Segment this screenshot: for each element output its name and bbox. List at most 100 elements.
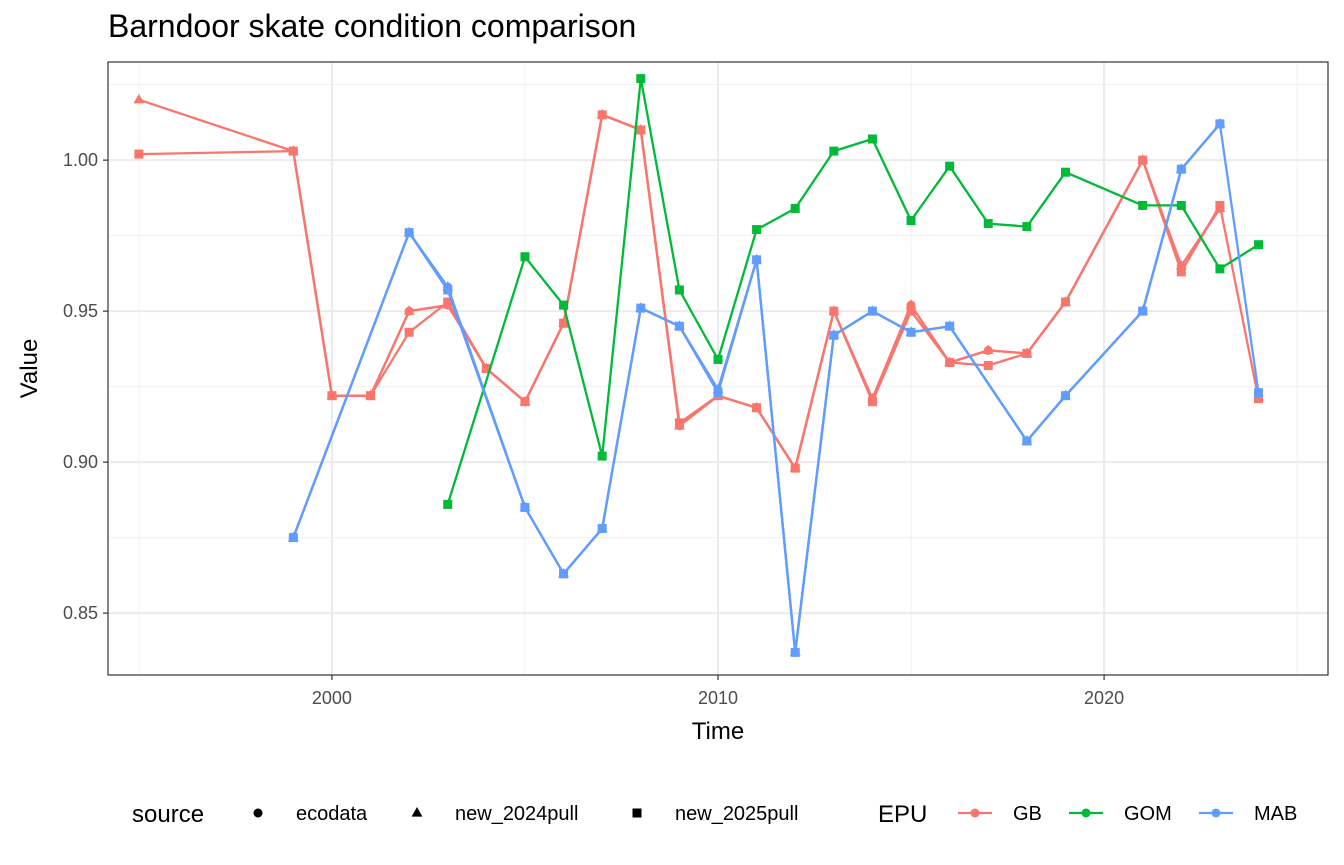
series-line [292, 113, 1221, 470]
series-mab-new_2025pull [288, 119, 1264, 657]
grid-lines [108, 62, 1328, 675]
legend-label: MAB [1254, 803, 1297, 825]
data-point [790, 647, 800, 657]
data-point [1215, 200, 1225, 210]
legend-label: new_2024pull [455, 803, 578, 825]
data-point [752, 255, 762, 265]
data-point [906, 306, 916, 316]
series-gom-new_2025pull [443, 74, 1264, 509]
data-point [520, 397, 530, 407]
data-point [1060, 297, 1070, 307]
series-line [138, 113, 1260, 470]
data-point [790, 203, 800, 213]
data-point [1060, 167, 1070, 177]
series-mab-ecodata [288, 119, 1225, 657]
data-point [905, 299, 917, 309]
data-point [867, 306, 877, 316]
legend-label: ecodata [296, 803, 368, 825]
data-point [1215, 119, 1225, 129]
data-point [1176, 164, 1186, 174]
data-point [790, 463, 800, 473]
legend-key-triangle [411, 807, 423, 817]
x-tick-label: 2020 [1084, 688, 1124, 708]
data-point [983, 360, 993, 370]
data-point [1176, 200, 1186, 210]
data-point [134, 149, 144, 159]
data-point [443, 297, 453, 307]
data-point [288, 533, 298, 543]
data-point [559, 318, 569, 328]
series-line [292, 123, 1221, 654]
legend-key-circle [253, 808, 263, 818]
data-point [945, 321, 955, 331]
data-point [1022, 348, 1032, 358]
data-point [829, 330, 839, 340]
data-point [1022, 222, 1032, 232]
legend-source: source ecodata new_2024pull new_2025pull [132, 801, 798, 828]
data-point [520, 252, 530, 262]
data-point [752, 225, 762, 235]
data-point [1215, 264, 1225, 274]
data-point [403, 305, 415, 315]
data-point [404, 228, 414, 238]
series-line [292, 122, 1260, 654]
data-point [366, 391, 376, 401]
y-tick-label: 1.00 [63, 150, 98, 170]
legend-label: GB [1013, 803, 1042, 825]
legend-key-point [970, 808, 980, 818]
data-point [906, 327, 916, 337]
data-point [1138, 155, 1148, 165]
data-point [829, 306, 839, 316]
legend-epu: EPU GB GOM MAB [878, 801, 1297, 828]
legend-key-square [632, 808, 642, 818]
data-point [906, 216, 916, 226]
x-tick-label: 2000 [312, 688, 352, 708]
y-tick-label: 0.90 [63, 452, 98, 472]
legend-epu-title: EPU [878, 801, 927, 828]
x-axis-title: Time [692, 718, 744, 745]
series-gb-ecodata [288, 110, 1225, 473]
chart-title: Barndoor skate condition comparison [108, 8, 637, 44]
data-point [1138, 200, 1148, 210]
legend: source ecodata new_2024pull new_2025pull EPU… [132, 801, 1297, 828]
legend-key-point [1081, 808, 1091, 818]
x-tick-label: 2010 [698, 688, 738, 708]
legend-label: new_2025pull [675, 803, 798, 825]
data-point [674, 285, 684, 295]
data-point [829, 146, 839, 156]
data-point [443, 285, 453, 295]
y-axis-title: Value [16, 339, 43, 399]
series-line [446, 77, 1260, 505]
data-point [982, 344, 994, 354]
data-point [1138, 306, 1148, 316]
legend-key-point [1211, 808, 1221, 818]
data-point [1254, 388, 1264, 398]
data-point [713, 388, 723, 398]
data-point [636, 74, 646, 84]
series-line [292, 123, 1221, 654]
data-point [674, 418, 684, 428]
data-point [1176, 267, 1186, 277]
data-point [945, 161, 955, 171]
y-tick-label: 0.85 [63, 603, 98, 623]
data-point [1022, 436, 1032, 446]
data-point [945, 357, 955, 367]
data-point [133, 93, 145, 104]
data-point [713, 354, 723, 364]
data-point [559, 300, 569, 310]
data-point [327, 391, 337, 401]
data-point [636, 303, 646, 313]
data-point [597, 451, 607, 461]
data-point [867, 134, 877, 144]
series-gb-new_2025pull [134, 110, 1264, 473]
axes: 2000 2010 2020 0.85 0.90 0.95 1.00 [63, 150, 1124, 708]
data-point [481, 364, 491, 373]
data-point [867, 397, 877, 407]
data-point [983, 219, 993, 229]
data-point [404, 327, 414, 337]
data-point [520, 502, 530, 512]
legend-source-title: source [132, 801, 204, 828]
data-point [288, 146, 298, 156]
legend-label: GOM [1124, 803, 1172, 825]
data-point [674, 321, 684, 331]
